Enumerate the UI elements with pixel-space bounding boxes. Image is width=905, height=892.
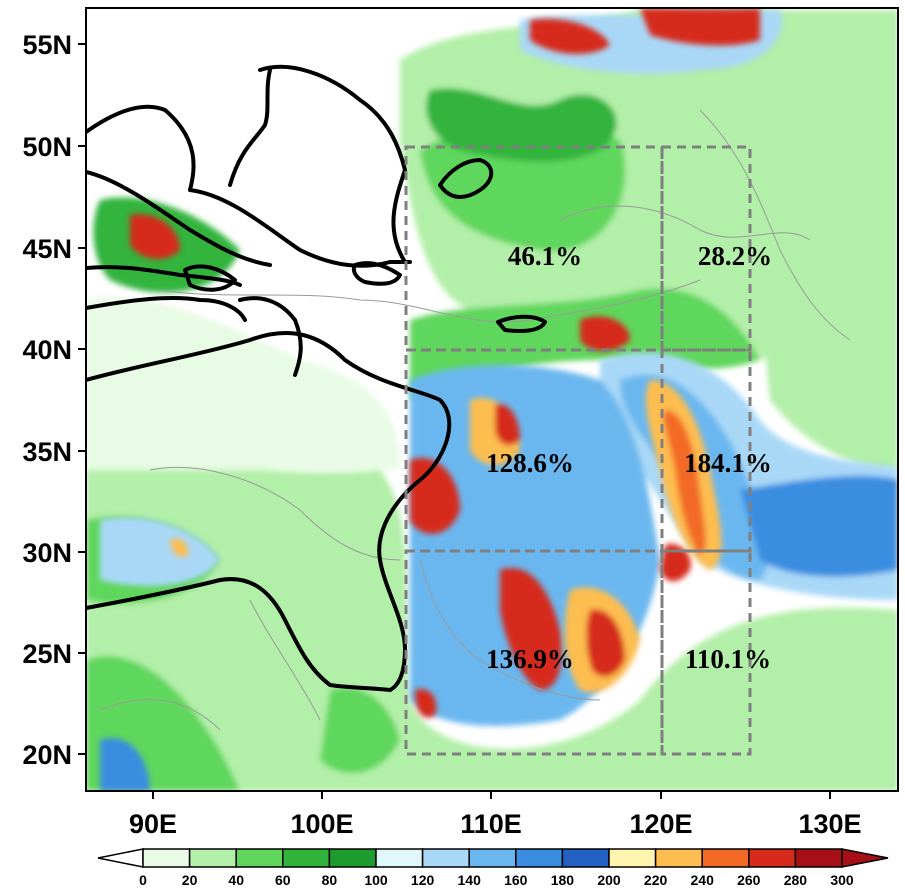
region-box-south	[404, 549, 664, 756]
colorbar-tick-label: 300	[830, 872, 854, 888]
lat-tick-label: 40N	[22, 335, 72, 365]
colorbar-box	[188, 848, 237, 868]
colorbar-tick-label: 140	[458, 872, 482, 888]
region-boxes	[404, 145, 752, 756]
colorbar-box	[375, 848, 424, 868]
colorbar-tick-label: 20	[182, 872, 198, 888]
colorbar-tick-label: 260	[737, 872, 761, 888]
lat-tick-label: 35N	[22, 437, 72, 467]
colorbar-box	[282, 848, 331, 868]
colorbar-box	[515, 848, 564, 868]
colorbar-tick-label: 0	[139, 872, 147, 888]
colorbar-tick-label: 220	[644, 872, 668, 888]
colorbar-right-triangle	[841, 848, 889, 868]
colorbar-box	[748, 848, 797, 868]
lon-tick-label: 90E	[129, 809, 177, 839]
region-label: 136.9%	[486, 644, 574, 674]
lat-tick-label: 55N	[22, 30, 72, 60]
lon-tick-label: 110E	[460, 809, 522, 839]
colorbar-tick-label: 100	[364, 872, 388, 888]
lon-tick-label: 100E	[290, 809, 353, 839]
colorbar-box	[608, 848, 657, 868]
longitude-axis: 90E 100E 110E 120E 130E	[129, 791, 862, 839]
colorbar-boxes	[142, 848, 843, 868]
lat-tick-label: 50N	[22, 132, 72, 162]
region-label: 28.2%	[698, 241, 772, 271]
lat-tick-label: 20N	[22, 740, 72, 770]
lat-tick-label: 25N	[22, 639, 72, 669]
region-label: 110.1%	[685, 644, 771, 674]
region-box-southeast	[660, 549, 752, 756]
colorbar-box	[468, 848, 517, 868]
colorbar-labels: 0 20 40 60 80 100 120 140 160 180 200 220 240 260 280 3…	[139, 872, 854, 888]
field-green-layer	[86, 10, 898, 791]
colorbar-box	[328, 848, 377, 868]
latitude-axis: 55N 50N 45N 40N 35N 30N 25N 20N	[22, 30, 86, 770]
colorbar-tick-label: 180	[551, 872, 575, 888]
colorbar-box	[142, 848, 191, 868]
lon-tick-label: 120E	[629, 809, 692, 839]
colorbar-tick-label: 280	[784, 872, 808, 888]
region-label: 46.1%	[508, 241, 582, 271]
colorbar-tick-label: 200	[597, 872, 621, 888]
lat-tick-label: 45N	[22, 234, 72, 264]
colorbar-tick-label: 240	[691, 872, 715, 888]
region-label: 184.1%	[684, 448, 772, 478]
colorbar-tick-label: 80	[322, 872, 338, 888]
colorbar-box	[235, 848, 284, 868]
colorbar-box	[701, 848, 750, 868]
region-labels: 46.1% 28.2% 128.6% 184.1% 136.9% 110.1%	[486, 241, 772, 674]
lat-tick-label: 30N	[22, 538, 72, 568]
boundary-lines	[86, 64, 547, 692]
field-warm-layer	[130, 8, 760, 718]
colorbar-box	[654, 848, 703, 868]
region-box-northeast	[660, 145, 752, 352]
colorbar-box	[561, 848, 610, 868]
colorbar-tick-label: 120	[411, 872, 435, 888]
colorbar-box	[794, 848, 843, 868]
colorbar-box	[421, 848, 470, 868]
region-box-east	[660, 348, 752, 553]
colorbar-tick-label: 160	[504, 872, 528, 888]
colorbar-left-triangle	[97, 848, 144, 868]
region-label: 128.6%	[486, 448, 574, 478]
lon-tick-label: 130E	[798, 809, 861, 839]
colorbar-tick-label: 40	[228, 872, 244, 888]
precipitation-field	[86, 8, 898, 791]
colorbar: 0 20 40 60 80 100 120 140 160 180 200 220 240 260 280 3…	[97, 848, 889, 888]
colorbar-tick-label: 60	[275, 872, 291, 888]
